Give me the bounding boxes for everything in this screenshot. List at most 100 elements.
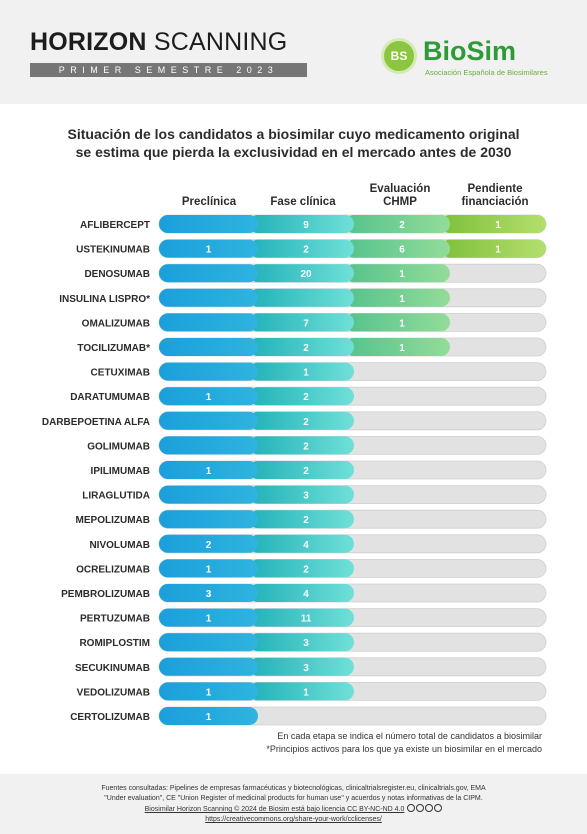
value-label-preclinica: 2 [206, 540, 212, 551]
bar-segment-fase-clinica [249, 313, 354, 332]
row-label: USTEKINUMAB [76, 245, 150, 256]
value-label-fase-clinica: 3 [303, 638, 309, 649]
bar-segment-fase-clinica [249, 239, 354, 258]
chart-row: PERTUZUMAB 1 11 [80, 608, 547, 627]
bar-segment-preclinica [159, 436, 258, 455]
bar-segment-fase-clinica [249, 608, 354, 627]
chart-row: NIVOLUMAB 2 4 [89, 534, 547, 554]
row-label: DARATUMUMAB [70, 392, 150, 403]
bar-segment-evaluacion-chmp [345, 239, 450, 258]
chart-row: PEMBROLIZUMAB 3 4 [61, 583, 547, 603]
column-header-evaluacion-chmp: Evaluación CHMP [369, 183, 431, 208]
value-label-fase-clinica: 2 [303, 466, 309, 477]
value-label-fase-clinica: 2 [303, 515, 309, 526]
bar-segment-fase-clinica [249, 362, 354, 381]
bar-segment-fase-clinica [249, 682, 354, 701]
cc-license-icon [406, 804, 443, 813]
value-label-fase-clinica: 3 [303, 663, 309, 674]
license-text[interactable]: Biosimilar Horizon Scanning © 2024 de Bi… [144, 806, 405, 813]
row-label: ROMIPLOSTIM [79, 638, 150, 649]
bar-segment-preclinica [159, 288, 258, 307]
value-label-fase-clinica: 2 [303, 343, 309, 354]
value-label-preclinica: 1 [206, 564, 212, 575]
value-label-pendiente-financiacion: 1 [495, 245, 501, 256]
bar-segment-preclinica [159, 584, 258, 602]
row-label: PEMBROLIZUMAB [61, 589, 150, 600]
sources-line1: Fuentes consultadas: Pipelines de empres… [101, 785, 486, 792]
value-label-evaluacion-chmp: 6 [399, 245, 405, 256]
biosim-logo-icon: BS [381, 38, 417, 74]
bar-segment-fase-clinica [249, 485, 354, 504]
chart-row: OMALIZUMAB 7 1 [82, 312, 547, 332]
footer: Fuentes consultadas: Pipelines de empres… [0, 774, 587, 834]
bar-segment-preclinica [159, 411, 258, 430]
license-line: Biosimilar Horizon Scanning © 2024 de Bi… [0, 804, 587, 815]
chart-row: DARBEPOETINA ALFA 2 [42, 411, 547, 431]
row-label: TOCILIZUMAB* [77, 343, 150, 354]
row-label: AFLIBERCEPT [80, 220, 150, 231]
value-label-fase-clinica: 1 [303, 368, 309, 379]
column-header-fase-clinica: Fase clínica [270, 196, 336, 208]
value-label-evaluacion-chmp: 1 [399, 294, 405, 305]
value-label-fase-clinica: 3 [303, 491, 309, 502]
value-label-evaluacion-chmp: 2 [399, 220, 405, 231]
value-label-fase-clinica: 11 [301, 614, 312, 625]
bar-segment-preclinica [159, 338, 258, 356]
value-label-preclinica: 1 [206, 687, 212, 698]
title-light: SCANNING [153, 28, 288, 56]
value-label-preclinica: 1 [206, 466, 212, 477]
chart-row: IPILIMUMAB 1 2 [91, 460, 547, 480]
bar-segment-preclinica [159, 485, 258, 504]
value-label-fase-clinica: 2 [303, 564, 309, 575]
chart-row: DARATUMUMAB 1 2 [70, 386, 547, 406]
value-label-fase-clinica: 2 [303, 417, 309, 428]
bar-segment-fase-clinica [249, 510, 354, 529]
column-header-preclinica: Preclínica [181, 196, 237, 208]
bar-segment-pendiente-financiacion [441, 215, 546, 233]
value-label-preclinica: 1 [206, 245, 212, 256]
page-title: HORIZON SCANNING [30, 28, 287, 57]
value-label-fase-clinica: 2 [303, 392, 309, 403]
bar-segment-preclinica [159, 657, 258, 676]
bar-segment-evaluacion-chmp [345, 215, 450, 233]
bar-segment-preclinica [159, 633, 258, 652]
period-banner: PRIMER SEMESTRE 2023 [30, 63, 307, 77]
value-label-fase-clinica: 2 [303, 441, 309, 452]
row-label: LIRAGLUTIDA [82, 491, 150, 502]
value-label-evaluacion-chmp: 1 [399, 269, 405, 280]
bar-segment-fase-clinica [249, 338, 354, 356]
bar-segment-fase-clinica [249, 436, 354, 455]
chart-heading-line2: se estima que pierda la exclusividad en … [75, 144, 512, 160]
value-label-pendiente-financiacion: 1 [495, 220, 501, 231]
bar-segment-evaluacion-chmp [345, 264, 450, 283]
row-label: PERTUZUMAB [80, 614, 150, 625]
value-label-evaluacion-chmp: 1 [399, 318, 405, 329]
note-count: En cada etapa se indica el número total … [277, 731, 542, 741]
chart-row: USTEKINUMAB 1 2 6 1 [76, 239, 547, 259]
title-bold: HORIZON [30, 28, 147, 56]
chart-row: MEPOLIZUMAB 2 [76, 509, 547, 529]
column-header-pendiente-financiacion: Pendiente financiación [461, 183, 529, 208]
bar-segment-pendiente-financiacion [441, 239, 546, 258]
row-label: DARBEPOETINA ALFA [42, 417, 150, 428]
row-label: NIVOLUMAB [89, 540, 150, 551]
header-band: HORIZON SCANNING PRIMER SEMESTRE 2023 BS… [0, 0, 587, 104]
value-label-fase-clinica: 7 [303, 318, 309, 329]
license-link[interactable]: https://creativecommons.org/share-your-w… [205, 816, 382, 823]
chart-row: OCRELIZUMAB 1 2 [76, 559, 547, 578]
chart-row: INSULINA LISPRO* 1 [59, 288, 547, 308]
value-label-preclinica: 1 [206, 392, 212, 403]
chart-row: VEDOLIZUMAB 1 1 [77, 682, 547, 701]
chart-row: CERTOLIZUMAB 1 [70, 706, 547, 726]
row-label: CERTOLIZUMAB [70, 712, 150, 723]
value-label-fase-clinica: 4 [303, 540, 309, 551]
bar-segment-evaluacion-chmp [345, 288, 450, 307]
chart-row: LIRAGLUTIDA 3 [82, 485, 547, 505]
bar-segment-fase-clinica [249, 584, 354, 602]
value-label-preclinica: 1 [206, 614, 212, 625]
bar-segment-preclinica [159, 461, 258, 479]
bar-segment-fase-clinica [249, 657, 354, 676]
chart-row: AFLIBERCEPT 9 2 1 [80, 214, 547, 234]
logo-tagline: Asociación Española de Biosimilares [425, 68, 548, 77]
